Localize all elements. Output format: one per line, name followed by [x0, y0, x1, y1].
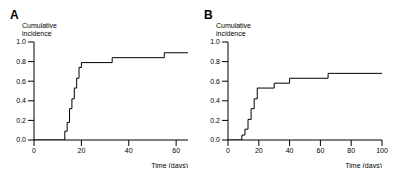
svg-text:20: 20	[77, 147, 85, 154]
svg-text:80: 80	[347, 147, 355, 154]
svg-text:0.8: 0.8	[16, 58, 26, 65]
svg-text:100: 100	[376, 147, 388, 154]
svg-text:1.0: 1.0	[210, 38, 220, 45]
svg-text:Time (days): Time (days)	[345, 162, 382, 168]
svg-text:0.2: 0.2	[210, 117, 220, 124]
svg-text:60: 60	[172, 147, 180, 154]
svg-text:0.0: 0.0	[16, 136, 26, 143]
svg-text:Time (days): Time (days)	[151, 162, 188, 168]
svg-text:1.0: 1.0	[16, 38, 26, 45]
svg-text:20: 20	[255, 147, 263, 154]
svg-text:0.6: 0.6	[210, 78, 220, 85]
svg-text:0.0: 0.0	[210, 136, 220, 143]
svg-text:0.4: 0.4	[210, 97, 220, 104]
svg-text:0.8: 0.8	[210, 58, 220, 65]
html-text:B: B	[204, 8, 213, 22]
svg-text:0.6: 0.6	[16, 78, 26, 85]
html-text:Cumulative incidence: Cumulative incidence	[216, 22, 251, 37]
svg-text:0.2: 0.2	[16, 117, 26, 124]
svg-text:0: 0	[226, 147, 230, 154]
html-text:A: A	[10, 8, 19, 22]
svg-text:40: 40	[286, 147, 294, 154]
svg-text:40: 40	[125, 147, 133, 154]
html-text:Cumulative incidence: Cumulative incidence	[22, 22, 57, 37]
svg-text:0: 0	[32, 147, 36, 154]
svg-text:60: 60	[317, 147, 325, 154]
svg-text:0.4: 0.4	[16, 97, 26, 104]
